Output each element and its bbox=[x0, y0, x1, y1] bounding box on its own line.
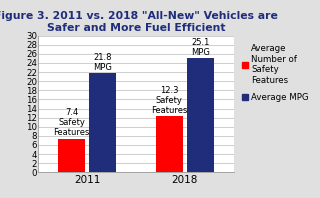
Bar bbox=[89, 73, 116, 172]
Bar bbox=[187, 58, 214, 172]
Text: 7.4
Safety
Features: 7.4 Safety Features bbox=[53, 108, 90, 137]
Legend: Average
Number of
Safety
Features, Average MPG: Average Number of Safety Features, Avera… bbox=[240, 43, 310, 104]
Text: 25.1
MPG: 25.1 MPG bbox=[191, 38, 210, 57]
Text: 12.3
Safety
Features: 12.3 Safety Features bbox=[151, 86, 188, 115]
Bar bbox=[156, 116, 183, 172]
Title: Figure 3. 2011 vs. 2018 "All-New" Vehicles are
Safer and More Fuel Efficient: Figure 3. 2011 vs. 2018 "All-New" Vehicl… bbox=[0, 11, 278, 33]
Bar bbox=[58, 139, 85, 172]
Text: 21.8
MPG: 21.8 MPG bbox=[93, 52, 112, 72]
